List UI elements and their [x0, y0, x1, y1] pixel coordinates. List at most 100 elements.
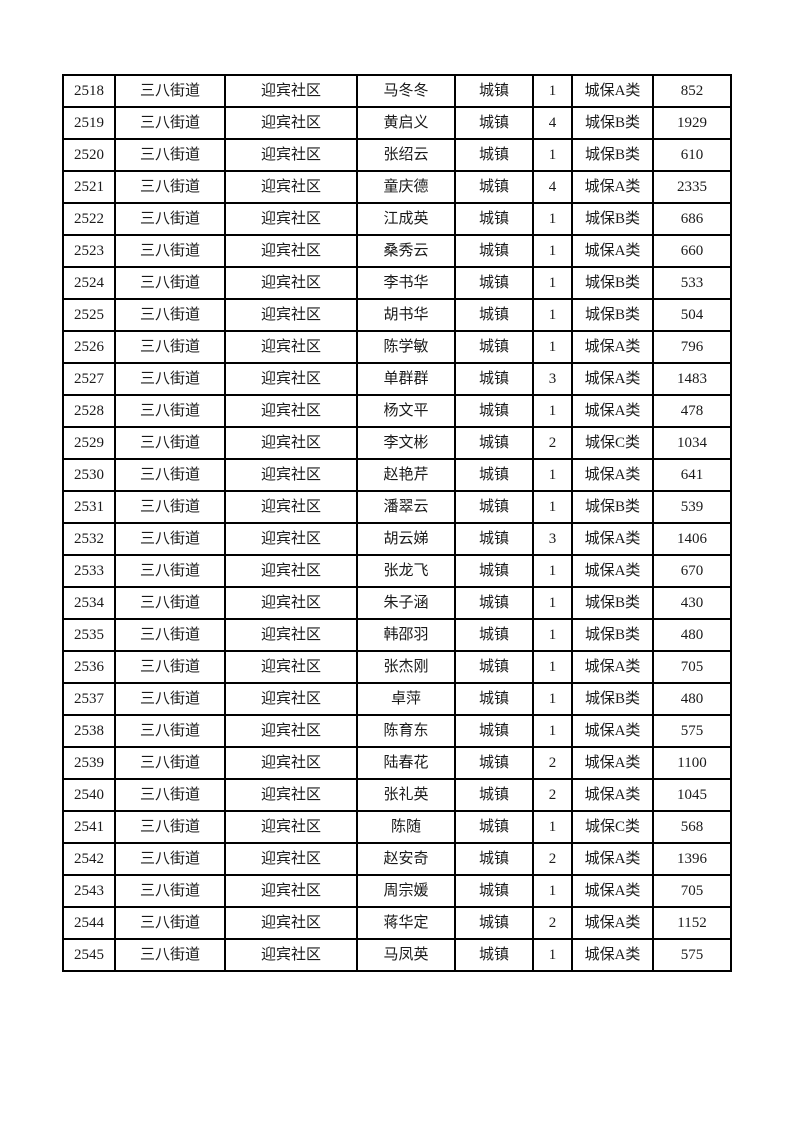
cell-residence_type: 城镇: [454, 906, 534, 940]
cell-name: 张绍云: [356, 138, 456, 172]
cell-serial: 2543: [62, 874, 116, 908]
cell-amount: 641: [652, 458, 732, 492]
cell-amount: 430: [652, 586, 732, 620]
cell-name: 周宗媛: [356, 874, 456, 908]
cell-name: 马冬冬: [356, 74, 456, 108]
cell-name: 桑秀云: [356, 234, 456, 268]
cell-amount: 796: [652, 330, 732, 364]
cell-name: 陈随: [356, 810, 456, 844]
cell-residence_type: 城镇: [454, 394, 534, 428]
table-row: 2518 三八街道 迎宾社区 马冬冬 城镇 1 城保A类 852: [62, 74, 732, 108]
cell-category: 城保B类: [571, 202, 654, 236]
cell-name: 蒋华定: [356, 906, 456, 940]
cell-community: 迎宾社区: [224, 202, 358, 236]
cell-street: 三八街道: [114, 426, 226, 460]
cell-street: 三八街道: [114, 874, 226, 908]
cell-street: 三八街道: [114, 330, 226, 364]
cell-amount: 660: [652, 234, 732, 268]
table-row: 2540 三八街道 迎宾社区 张礼英 城镇 2 城保A类 1045: [62, 778, 732, 812]
cell-name: 胡书华: [356, 298, 456, 332]
cell-count: 1: [532, 874, 573, 908]
cell-community: 迎宾社区: [224, 170, 358, 204]
cell-community: 迎宾社区: [224, 746, 358, 780]
cell-name: 陈育东: [356, 714, 456, 748]
cell-community: 迎宾社区: [224, 522, 358, 556]
cell-residence_type: 城镇: [454, 842, 534, 876]
cell-street: 三八街道: [114, 490, 226, 524]
cell-street: 三八街道: [114, 746, 226, 780]
cell-community: 迎宾社区: [224, 458, 358, 492]
table-row: 2531 三八街道 迎宾社区 潘翠云 城镇 1 城保B类 539: [62, 490, 732, 524]
cell-community: 迎宾社区: [224, 618, 358, 652]
cell-name: 江成英: [356, 202, 456, 236]
cell-community: 迎宾社区: [224, 586, 358, 620]
cell-residence_type: 城镇: [454, 170, 534, 204]
cell-residence_type: 城镇: [454, 202, 534, 236]
table-row: 2545 三八街道 迎宾社区 马凤英 城镇 1 城保A类 575: [62, 938, 732, 972]
table-row: 2542 三八街道 迎宾社区 赵安奇 城镇 2 城保A类 1396: [62, 842, 732, 876]
cell-residence_type: 城镇: [454, 330, 534, 364]
table-row: 2537 三八街道 迎宾社区 卓萍 城镇 1 城保B类 480: [62, 682, 732, 716]
cell-residence_type: 城镇: [454, 714, 534, 748]
cell-serial: 2544: [62, 906, 116, 940]
cell-community: 迎宾社区: [224, 810, 358, 844]
cell-serial: 2523: [62, 234, 116, 268]
cell-amount: 575: [652, 714, 732, 748]
cell-count: 1: [532, 138, 573, 172]
cell-category: 城保A类: [571, 74, 654, 108]
cell-serial: 2529: [62, 426, 116, 460]
cell-serial: 2535: [62, 618, 116, 652]
table-row: 2536 三八街道 迎宾社区 张杰刚 城镇 1 城保A类 705: [62, 650, 732, 684]
cell-street: 三八街道: [114, 202, 226, 236]
table-row: 2533 三八街道 迎宾社区 张龙飞 城镇 1 城保A类 670: [62, 554, 732, 588]
cell-community: 迎宾社区: [224, 682, 358, 716]
table-row: 2526 三八街道 迎宾社区 陈学敏 城镇 1 城保A类 796: [62, 330, 732, 364]
table-row: 2539 三八街道 迎宾社区 陆春花 城镇 2 城保A类 1100: [62, 746, 732, 780]
cell-serial: 2524: [62, 266, 116, 300]
cell-name: 胡云娣: [356, 522, 456, 556]
cell-count: 3: [532, 362, 573, 396]
cell-community: 迎宾社区: [224, 234, 358, 268]
table-row: 2543 三八街道 迎宾社区 周宗媛 城镇 1 城保A类 705: [62, 874, 732, 908]
cell-category: 城保B类: [571, 586, 654, 620]
cell-serial: 2525: [62, 298, 116, 332]
cell-serial: 2526: [62, 330, 116, 364]
cell-residence_type: 城镇: [454, 746, 534, 780]
cell-count: 1: [532, 266, 573, 300]
cell-amount: 852: [652, 74, 732, 108]
table-row: 2541 三八街道 迎宾社区 陈随 城镇 1 城保C类 568: [62, 810, 732, 844]
cell-community: 迎宾社区: [224, 74, 358, 108]
cell-community: 迎宾社区: [224, 362, 358, 396]
cell-serial: 2541: [62, 810, 116, 844]
cell-amount: 1396: [652, 842, 732, 876]
cell-count: 2: [532, 906, 573, 940]
cell-amount: 480: [652, 618, 732, 652]
cell-street: 三八街道: [114, 362, 226, 396]
cell-community: 迎宾社区: [224, 330, 358, 364]
cell-category: 城保A类: [571, 362, 654, 396]
cell-residence_type: 城镇: [454, 458, 534, 492]
cell-category: 城保B类: [571, 106, 654, 140]
table-row: 2544 三八街道 迎宾社区 蒋华定 城镇 2 城保A类 1152: [62, 906, 732, 940]
cell-category: 城保A类: [571, 522, 654, 556]
cell-amount: 1929: [652, 106, 732, 140]
table-row: 2520 三八街道 迎宾社区 张绍云 城镇 1 城保B类 610: [62, 138, 732, 172]
cell-category: 城保B类: [571, 682, 654, 716]
cell-count: 3: [532, 522, 573, 556]
cell-street: 三八街道: [114, 714, 226, 748]
cell-name: 韩邵羽: [356, 618, 456, 652]
table-row: 2523 三八街道 迎宾社区 桑秀云 城镇 1 城保A类 660: [62, 234, 732, 268]
cell-category: 城保C类: [571, 426, 654, 460]
cell-serial: 2528: [62, 394, 116, 428]
cell-serial: 2533: [62, 554, 116, 588]
cell-street: 三八街道: [114, 778, 226, 812]
cell-count: 1: [532, 202, 573, 236]
cell-community: 迎宾社区: [224, 906, 358, 940]
cell-amount: 1045: [652, 778, 732, 812]
cell-category: 城保A类: [571, 874, 654, 908]
cell-street: 三八街道: [114, 618, 226, 652]
cell-name: 张礼英: [356, 778, 456, 812]
cell-community: 迎宾社区: [224, 650, 358, 684]
table-row: 2528 三八街道 迎宾社区 杨文平 城镇 1 城保A类 478: [62, 394, 732, 428]
cell-count: 1: [532, 714, 573, 748]
